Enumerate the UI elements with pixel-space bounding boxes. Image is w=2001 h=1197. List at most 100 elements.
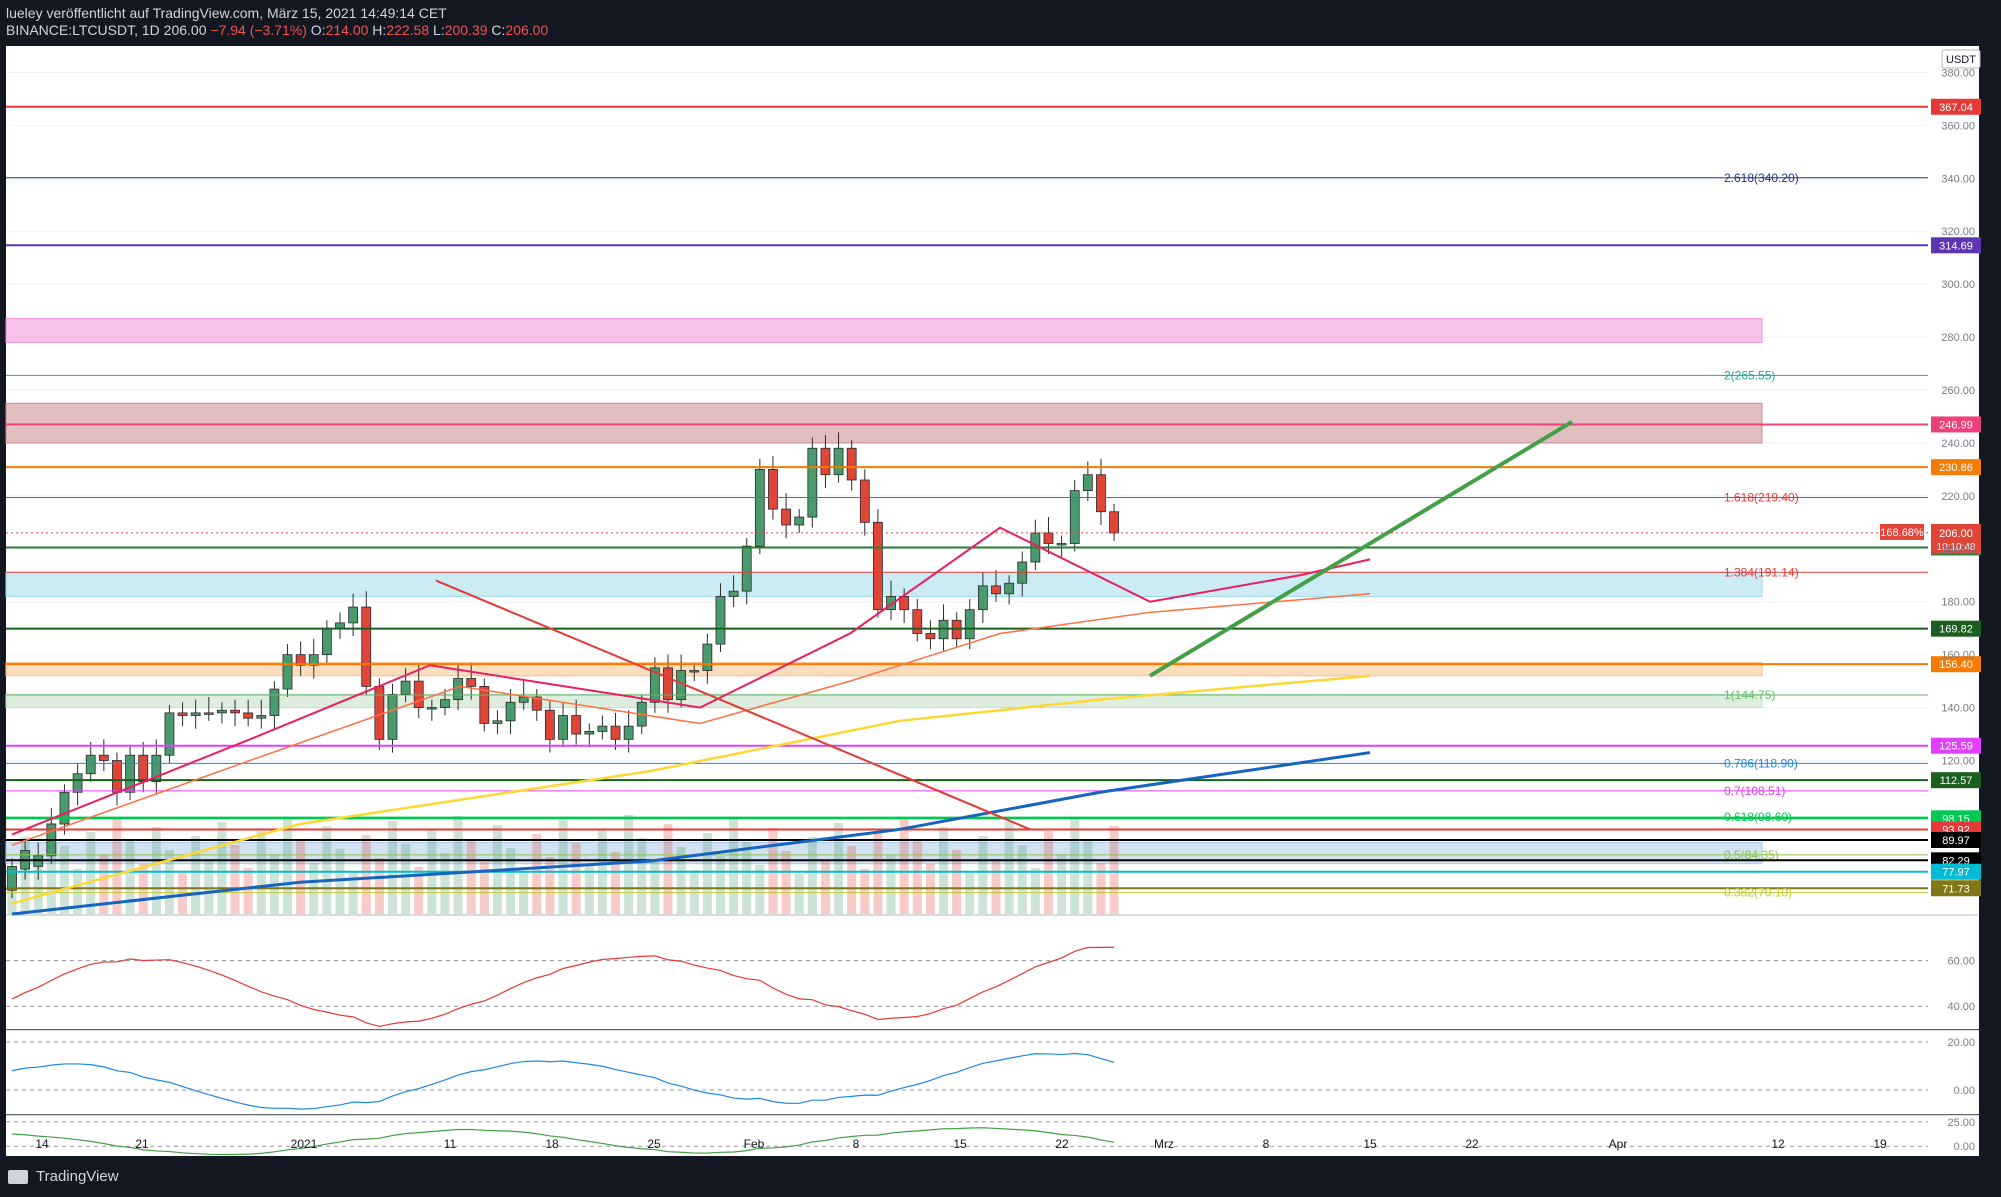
- volume-bar: [729, 819, 739, 914]
- ma-50-line: [11, 593, 1371, 846]
- volume-bar: [584, 866, 594, 914]
- y-tick-label: 140.00: [1941, 703, 1975, 715]
- volume-bar: [755, 865, 765, 914]
- volume-bar: [99, 855, 109, 914]
- volume-bar: [1057, 854, 1067, 914]
- y-tick-label: 160.00: [1941, 650, 1975, 662]
- candle-body: [98, 754, 109, 761]
- price-level-badge-text: 230.86: [1939, 462, 1973, 474]
- ohlc-line: BINANCE:LTCUSDT, 1D 206.00 −7.94 (−3.71%…: [6, 22, 548, 38]
- y-tick-label: 360.00: [1941, 120, 1975, 132]
- fib-level-label: 1(144.75): [1724, 688, 1775, 702]
- x-tick-label: 14: [35, 1137, 49, 1151]
- volume-bar: [374, 858, 384, 914]
- price-zone: [5, 402, 1763, 444]
- oscillator-axis-2: [1928, 1030, 1979, 1114]
- price-zone: [5, 662, 1763, 677]
- candle-body: [794, 516, 805, 526]
- price-zone: [5, 572, 1763, 597]
- candle-body: [7, 865, 17, 891]
- candle-body: [348, 606, 359, 624]
- volume-bar: [1083, 840, 1093, 914]
- candle-body: [886, 596, 896, 611]
- fib-level-label: 2.618(340.20): [1724, 171, 1799, 185]
- price-level-badge: [1931, 620, 1981, 637]
- candle-body: [440, 699, 450, 708]
- oscillator-line: [11, 1127, 1115, 1156]
- price-level-badge-text: 314.69: [1939, 240, 1973, 252]
- x-tick-label: 15: [1363, 1137, 1377, 1151]
- price-level-badge-text: 246.99: [1939, 419, 1973, 431]
- candle-body: [571, 715, 582, 735]
- candle-body: [558, 715, 568, 740]
- volume-bar: [73, 869, 83, 914]
- last-price: 206.00: [163, 22, 207, 38]
- x-tick-label: 22: [1055, 1137, 1069, 1151]
- price-level-badge: [1931, 737, 1981, 754]
- volume-bar: [886, 855, 896, 914]
- fib-level-label: 0.618(98.60): [1724, 810, 1792, 824]
- candle-body: [59, 791, 70, 825]
- volume-bar: [715, 856, 725, 914]
- candle-body: [964, 609, 975, 640]
- volume-bar: [912, 841, 922, 914]
- candle-body: [741, 545, 752, 592]
- fib-level-label: 1.384(191.14): [1724, 565, 1799, 579]
- volume-bar: [939, 827, 949, 914]
- candle-body: [1043, 532, 1054, 544]
- price-chart[interactable]: 367.04 2.618(340.20) 314.69 2(265.55) 246.99…: [0, 44, 2001, 1160]
- tradingview-icon: [8, 1169, 28, 1184]
- volume-bar: [59, 846, 69, 914]
- chart-header: lueley veröffentlicht auf TradingView.co…: [0, 0, 2001, 44]
- volume-bar: [1109, 826, 1119, 914]
- y-tick-label: 260.00: [1941, 385, 1975, 397]
- candle-body: [1069, 490, 1080, 544]
- candle-body: [295, 654, 306, 666]
- candle-body: [820, 447, 831, 476]
- downtrend-line: [435, 579, 1031, 831]
- volume-bar: [46, 823, 56, 914]
- x-tick-label: 21: [135, 1137, 149, 1151]
- volume-bar: [952, 850, 962, 914]
- volume-bar: [689, 870, 699, 914]
- x-tick-label: 18: [545, 1137, 559, 1151]
- candle-body: [1056, 543, 1067, 546]
- candle-body: [545, 709, 555, 740]
- candle-body: [649, 667, 660, 703]
- candle-body: [1109, 511, 1119, 534]
- volume-bar: [624, 815, 634, 914]
- volume-bar: [112, 818, 122, 914]
- oscillator-tick-label: 40.00: [1947, 1001, 1975, 1013]
- volume-bar: [860, 869, 870, 914]
- volume-bar: [506, 848, 516, 914]
- tradingview-logo[interactable]: TradingView: [8, 1168, 119, 1185]
- fib-level-label: 1.618(219.40): [1724, 490, 1799, 504]
- candle-body: [387, 693, 398, 740]
- volume-bar: [1070, 817, 1080, 914]
- price-zone: [5, 693, 1763, 709]
- candle-body: [505, 701, 516, 722]
- percent-badge: [1880, 523, 1924, 540]
- oscillator-tick-label: 60.00: [1947, 956, 1975, 968]
- percent-text: 168.68%: [1880, 527, 1924, 539]
- volume-bar: [663, 824, 673, 914]
- volume-bar: [820, 860, 830, 914]
- price-level-badge-text: 71.73: [1942, 883, 1970, 895]
- volume-bar: [637, 838, 647, 914]
- ma-200-line: [11, 751, 1371, 916]
- volume-bar: [387, 821, 397, 914]
- volume-bar: [571, 843, 581, 914]
- oscillator-tick-label: 0.00: [1954, 1141, 1975, 1153]
- volume-bar: [322, 826, 332, 914]
- oscillator-tick-label: 0.00: [1954, 1085, 1975, 1097]
- y-tick-label: 280.00: [1941, 332, 1975, 344]
- brand-label: TradingView: [36, 1168, 119, 1185]
- x-tick-label: Feb: [744, 1137, 765, 1151]
- x-tick-label: 22: [1465, 1137, 1479, 1151]
- volume-bar: [702, 833, 712, 914]
- candle-body: [466, 678, 477, 687]
- high-label: H:: [372, 22, 387, 38]
- price-level-badge-text: 125.59: [1939, 741, 1973, 753]
- x-tick-label: 12: [1771, 1137, 1785, 1151]
- candle-body: [335, 622, 345, 629]
